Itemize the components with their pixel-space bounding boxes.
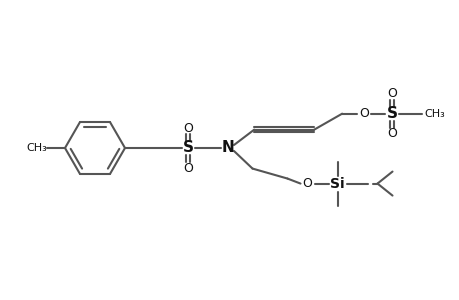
Text: O: O	[358, 107, 369, 120]
Text: O: O	[302, 177, 312, 190]
Text: N: N	[221, 140, 234, 155]
Text: S: S	[182, 140, 193, 155]
Text: Si: Si	[330, 177, 344, 190]
Text: CH₃: CH₃	[26, 143, 47, 153]
Text: O: O	[386, 87, 396, 100]
Text: O: O	[386, 127, 396, 140]
Text: S: S	[386, 106, 397, 121]
Text: O: O	[183, 161, 192, 175]
Text: CH₃: CH₃	[423, 109, 444, 118]
Text: O: O	[183, 122, 192, 134]
